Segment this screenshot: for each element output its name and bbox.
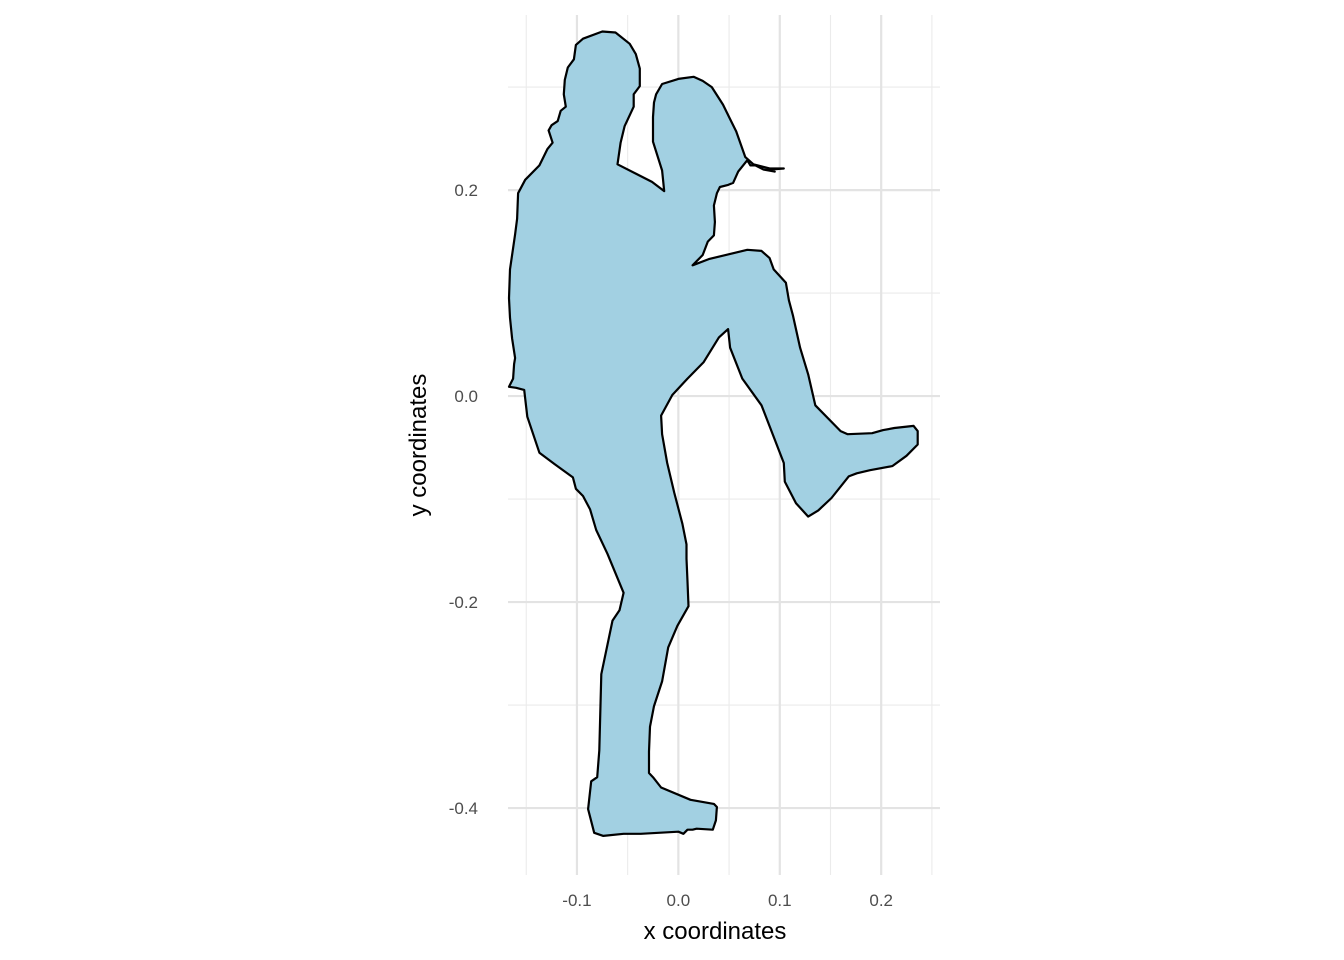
x-axis-title: x coordinates: [644, 918, 787, 945]
x-tick-label: -0.1: [562, 891, 591, 910]
y-tick-label: -0.4: [449, 799, 478, 818]
x-tick-label: 0.2: [869, 891, 893, 910]
y-tick-label: 0.2: [454, 181, 478, 200]
x-tick-label: 0.1: [768, 891, 792, 910]
shape-layer: [507, 30, 919, 838]
x-tick-label: 0.0: [667, 891, 691, 910]
y-tick-label: 0.0: [454, 387, 478, 406]
y-tick-label: -0.2: [449, 593, 478, 612]
y-axis-title: y coordinates: [405, 374, 432, 517]
y-tick-labels: -0.4 -0.2 0.0 0.2: [449, 181, 478, 818]
silhouette-polygon: [507, 30, 919, 838]
x-tick-labels: -0.1 0.0 0.1 0.2: [562, 891, 893, 910]
